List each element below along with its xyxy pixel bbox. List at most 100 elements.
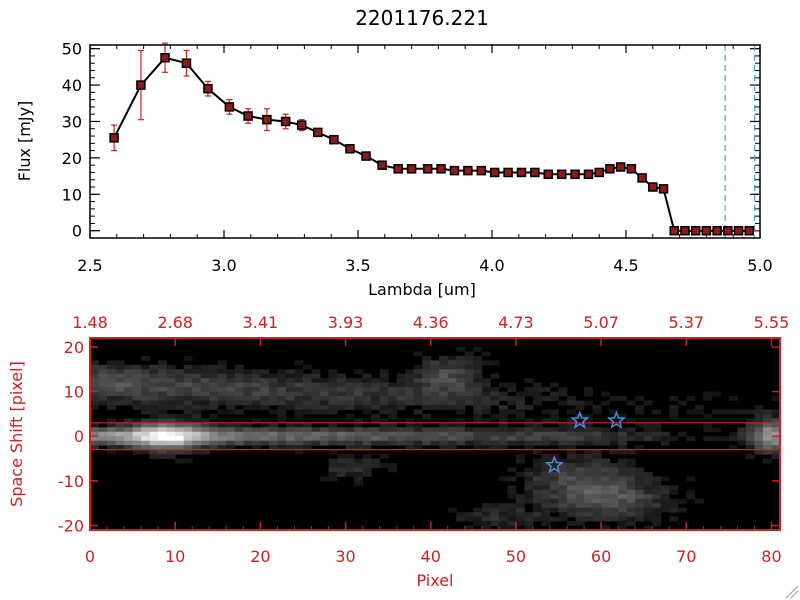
heatmap-cell	[234, 409, 244, 415]
heatmap-cell	[226, 409, 236, 415]
heatmap-cell	[609, 507, 619, 513]
heatmap-cell	[481, 351, 491, 357]
heatmap-cell	[90, 382, 99, 388]
heatmap-cell	[447, 422, 457, 428]
heatmap-cell	[320, 404, 329, 410]
heatmap-cell	[626, 494, 636, 500]
heatmap-cell	[107, 396, 116, 401]
heatmap-cell	[635, 494, 645, 500]
heatmap-cell	[158, 449, 168, 455]
heatmap-cell	[567, 476, 576, 482]
heatmap-cell	[405, 427, 415, 433]
heatmap-cell	[635, 396, 645, 401]
heatmap-cell	[285, 440, 295, 446]
heatmap-cell	[209, 373, 219, 379]
heatmap-cell	[618, 480, 628, 486]
heatmap-cell	[524, 516, 534, 522]
resize-grip-icon[interactable]	[785, 585, 799, 599]
data-point	[449, 165, 460, 176]
heatmap-cell	[405, 378, 415, 384]
heatmap-cell	[405, 431, 415, 437]
heatmap-cell	[669, 436, 679, 442]
heatmap-cell	[260, 396, 270, 401]
heatmap-cell	[362, 382, 372, 388]
heatmap-cell	[328, 400, 338, 406]
heatmap-cell	[371, 387, 381, 392]
heatmap-cell	[141, 373, 151, 379]
heatmap-cell	[183, 400, 193, 406]
heatmap-cell	[345, 471, 355, 477]
heatmap-cell	[575, 516, 585, 522]
heatmap-cell	[635, 404, 645, 410]
heatmap-cell	[422, 355, 432, 361]
heatmap-cell	[328, 427, 338, 433]
heatmap-cell	[294, 369, 304, 375]
heatmap-cell	[379, 454, 389, 459]
heatmap-cell	[422, 369, 432, 375]
heatmap-cell	[107, 418, 116, 424]
heatmap-cell	[379, 391, 389, 397]
heatmap-cell	[575, 436, 585, 442]
heatmap-cell	[422, 382, 432, 388]
data-point	[543, 169, 554, 180]
heatmap-cell	[260, 369, 270, 375]
heatmap-cell	[124, 391, 133, 397]
heatmap-cell	[413, 364, 423, 370]
heatmap-cell	[90, 360, 99, 366]
data-point	[489, 167, 500, 178]
heatmap-cell	[251, 400, 261, 406]
heatmap-cell	[217, 436, 227, 442]
heatmap-cell	[115, 400, 125, 406]
heatmap-cell	[371, 436, 381, 442]
heatmap-cell	[302, 387, 312, 392]
heatmap-cell	[439, 364, 449, 370]
heatmap-cell	[320, 387, 329, 392]
heatmap-cell	[141, 440, 151, 446]
heatmap-cell	[618, 467, 628, 473]
heatmap-cell	[183, 355, 193, 361]
heatmap-cell	[567, 471, 576, 477]
heatmap-cell	[158, 369, 168, 375]
heatmap-cell	[345, 467, 355, 473]
heatmap-cell	[311, 373, 321, 379]
heatmap-cell	[439, 382, 449, 388]
heatmap-cell	[762, 436, 772, 442]
data-point	[476, 165, 487, 176]
spectrum-plot: 2201176.221 2.5 3.0 3.5 4.0 4.5 5.0 0 10 20 30 40 5…	[15, 6, 773, 299]
heatmap-cell	[98, 387, 108, 392]
heatmap-cell	[354, 476, 363, 482]
heatmap-cell	[107, 422, 116, 428]
heatmap-cell	[490, 427, 500, 433]
heatmap-cell	[618, 463, 628, 468]
heatmap-cell	[294, 445, 304, 451]
heatmap-cell	[456, 427, 466, 433]
data-point	[723, 225, 733, 236]
heatmap-cell	[337, 373, 346, 379]
heatmap-cell	[652, 427, 662, 433]
heatmap-cell	[217, 364, 227, 370]
heatmap-cell	[507, 503, 517, 509]
heatmap-cell	[302, 431, 312, 437]
heatmap-cell	[158, 427, 168, 433]
heatmap-cell	[584, 440, 593, 446]
heatmap-cell	[481, 378, 491, 384]
heatmap-frame	[89, 337, 781, 531]
heatmap-cell	[209, 413, 219, 419]
heatmap-cell	[405, 382, 415, 388]
heatmap-cell	[737, 436, 747, 442]
heatmap-cell	[158, 436, 168, 442]
heatmap-cell	[311, 382, 321, 388]
heatmap-cell	[464, 516, 474, 522]
heatmap-cell	[515, 512, 525, 518]
heatmap-cell	[584, 516, 593, 522]
heatmap-cell	[132, 396, 142, 401]
heatmap-cell	[618, 503, 628, 509]
heatmap-cell	[456, 409, 466, 415]
heatmap-cell	[149, 418, 159, 424]
heatmap-cell	[98, 427, 108, 433]
heatmap-cell	[464, 436, 474, 442]
heatmap-cell	[158, 445, 168, 451]
heatmap-cell	[669, 489, 679, 495]
heatmap-cell	[277, 369, 287, 375]
heatmap-cell	[592, 480, 602, 486]
